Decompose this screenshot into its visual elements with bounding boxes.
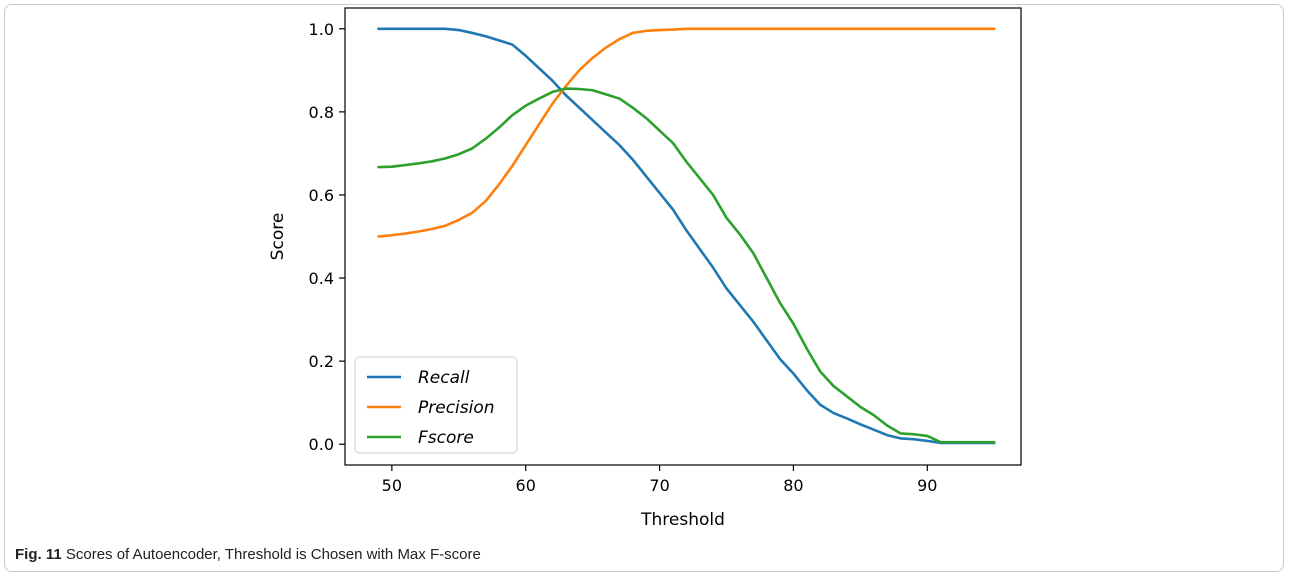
x-tick-label: 80 (783, 476, 803, 495)
y-tick-label: 0.4 (309, 269, 334, 288)
figure-frame (4, 4, 1284, 572)
x-tick-label: 60 (516, 476, 536, 495)
x-tick-label: 70 (649, 476, 669, 495)
caption-text: Scores of Autoencoder, Threshold is Chos… (65, 546, 481, 563)
legend-label-precision: Precision (418, 398, 495, 418)
series-line-recall (377, 27, 996, 445)
series-line-precision (377, 27, 996, 238)
legend-label-fscore: Fscore (418, 428, 474, 448)
figure-caption: Fig. 11 Scores of Autoencoder, Threshold… (15, 546, 481, 563)
plot-frame (344, 7, 1022, 466)
legend-label-recall: Recall (418, 368, 470, 388)
y-tick-label: 1.0 (309, 20, 334, 39)
x-tick-label: 50 (382, 476, 402, 495)
y-tick-label: 0.0 (309, 435, 334, 454)
y-tick-label: 0.6 (309, 186, 334, 205)
y-axis-label: Score (268, 213, 288, 261)
legend: Recall Precision Fscore (354, 356, 518, 454)
plot-area (344, 7, 1022, 466)
y-tick-label: 0.8 (309, 103, 334, 122)
axis-ticks: 50 60 70 80 90 0.0 0.2 0.4 0.6 0.8 1.0 (309, 20, 938, 495)
series-line-fscore (377, 87, 996, 444)
x-axis-label: Threshold (640, 510, 725, 530)
legend-box (354, 356, 518, 454)
y-tick-label: 0.2 (309, 352, 334, 371)
x-tick-label: 90 (917, 476, 937, 495)
caption-label: Fig. 11 (15, 546, 62, 563)
